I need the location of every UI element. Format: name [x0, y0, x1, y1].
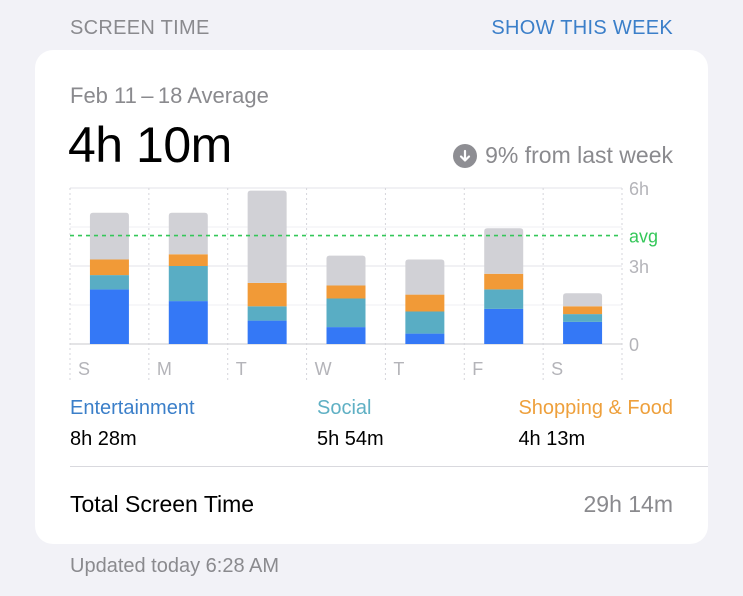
- bar-segment-other: [168, 212, 208, 255]
- bar-segment-other: [247, 190, 287, 283]
- bar-segment-social: [247, 306, 287, 321]
- section-title: SCREEN TIME: [70, 16, 210, 39]
- y-tick-label: 0: [629, 335, 639, 355]
- bar-segment-entertainment: [405, 333, 445, 344]
- screen-time-card[interactable]: Feb 11 – 18 Average 4h 10m 9% from last …: [35, 50, 708, 544]
- bar-segment-social: [326, 298, 366, 328]
- legend-social[interactable]: Social 5h 54m: [317, 397, 384, 451]
- y-tick-label: 3h: [629, 257, 649, 277]
- bar-segment-social: [405, 311, 445, 334]
- day-label: S: [78, 359, 90, 379]
- weekly-change: 9% from last week: [453, 142, 673, 169]
- bar-segment-entertainment: [168, 301, 208, 344]
- divider: [70, 466, 708, 467]
- legend-shopping-food[interactable]: Shopping & Food 4h 13m: [518, 397, 673, 451]
- day-label: F: [472, 359, 483, 379]
- arrow-down-icon: [453, 143, 478, 168]
- legend-shopping-food-name: Shopping & Food: [518, 397, 673, 419]
- bar-segment-social: [89, 275, 129, 290]
- bar-segment-other: [326, 255, 366, 286]
- legend-shopping-food-value: 4h 13m: [518, 428, 586, 450]
- bar-segment-entertainment: [484, 308, 524, 344]
- bar-segment-shopping-food: [247, 282, 287, 307]
- daily-average-value: 4h 10m: [68, 117, 232, 173]
- bar-segment-other: [484, 228, 524, 274]
- total-label: Total Screen Time: [70, 491, 255, 517]
- bar-segment-shopping-food: [405, 294, 445, 312]
- bar-segment-other: [563, 293, 603, 307]
- legend-entertainment-value: 8h 28m: [70, 428, 137, 450]
- bar-segment-other: [89, 212, 129, 260]
- bar-segment-other: [405, 259, 445, 295]
- legend-entertainment[interactable]: Entertainment 8h 28m: [70, 397, 195, 451]
- bar-segment-shopping-food: [326, 285, 366, 299]
- total-screen-time-row[interactable]: Total Screen Time 29h 14m: [70, 491, 673, 518]
- legend-social-value: 5h 54m: [317, 428, 384, 450]
- average-label: avg: [629, 227, 658, 247]
- total-value: 29h 14m: [583, 491, 673, 517]
- bar-segment-shopping-food: [168, 254, 208, 266]
- day-label: W: [315, 359, 332, 379]
- bar-segment-social: [484, 289, 524, 309]
- bar-segment-social: [563, 314, 603, 322]
- legend-social-name: Social: [317, 397, 372, 419]
- bar-segment-entertainment: [563, 321, 603, 344]
- bar-segment-social: [168, 266, 208, 302]
- bar-segment-shopping-food: [563, 306, 603, 315]
- day-label: M: [157, 359, 172, 379]
- date-range-label: Feb 11 – 18 Average: [70, 83, 269, 108]
- day-label: T: [236, 359, 247, 379]
- bar-segment-entertainment: [326, 327, 366, 344]
- day-label: T: [393, 359, 404, 379]
- bar-segment-entertainment: [247, 320, 287, 344]
- bar-segment-shopping-food: [484, 273, 524, 290]
- updated-timestamp: Updated today 6:28 AM: [70, 555, 280, 577]
- day-label: S: [551, 359, 563, 379]
- bar-segment-shopping-food: [89, 259, 129, 276]
- bar-segment-entertainment: [89, 289, 129, 344]
- legend-entertainment-name: Entertainment: [70, 397, 195, 419]
- show-this-week-link[interactable]: SHOW THIS WEEK: [491, 16, 673, 39]
- section-header: SCREEN TIME SHOW THIS WEEK: [70, 14, 673, 42]
- weekly-change-text: 9% from last week: [485, 142, 673, 168]
- y-tick-label: 6h: [629, 179, 649, 199]
- category-legend: Entertainment 8h 28m Social 5h 54m Shopp…: [35, 397, 708, 457]
